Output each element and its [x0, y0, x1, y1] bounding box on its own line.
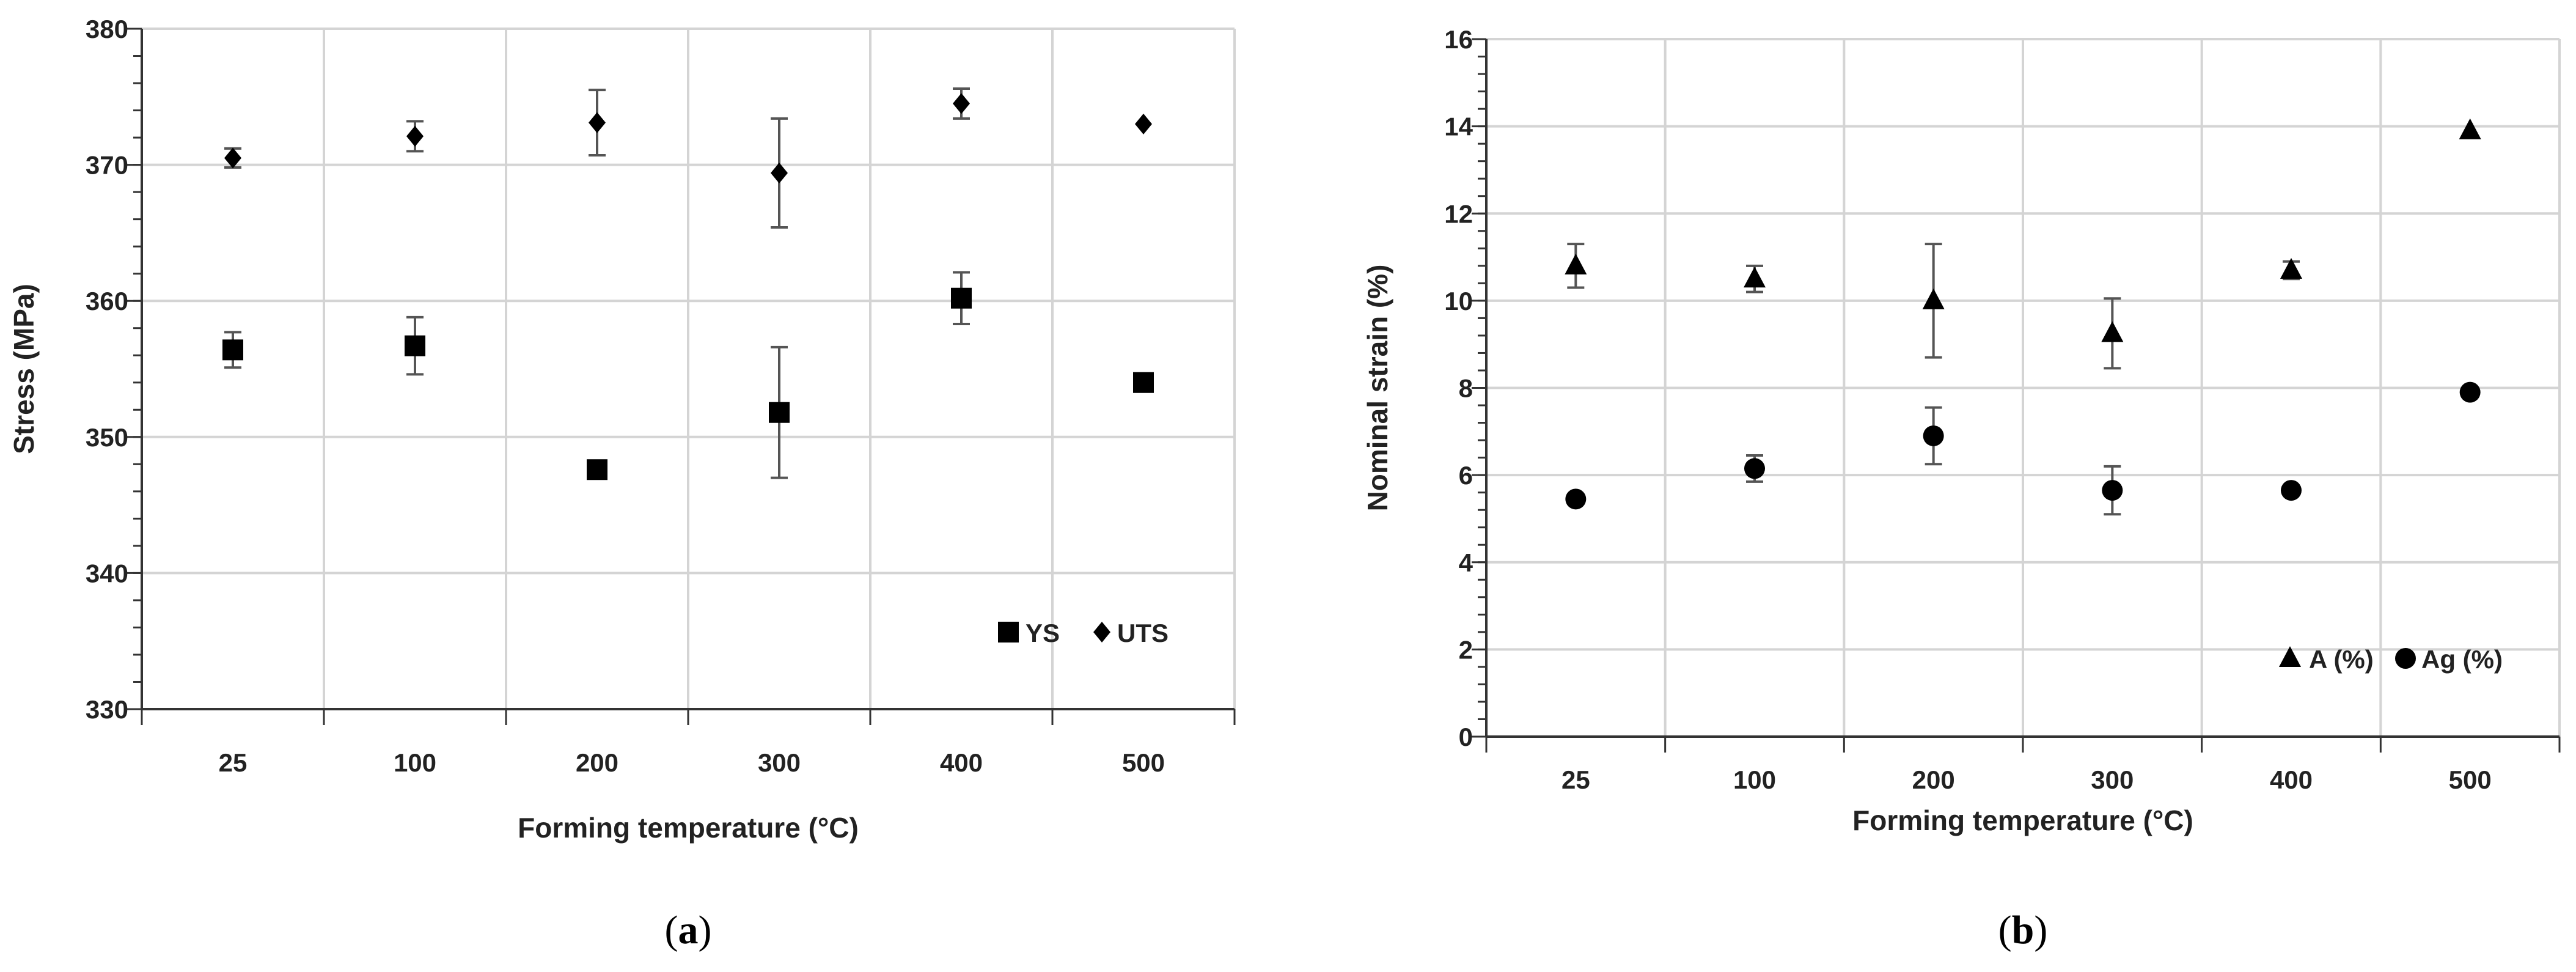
- data-point-triangle: [2280, 257, 2302, 279]
- x-tick-label: 25: [1561, 765, 1590, 794]
- panel-caption: (b): [1998, 908, 2048, 952]
- x-tick-label: 500: [2449, 765, 2492, 794]
- x-tick-label: 200: [576, 748, 618, 777]
- y-tick-label: 0: [1459, 723, 1473, 751]
- caption-open-paren: (: [665, 908, 678, 952]
- caption-close-paren: ): [2034, 908, 2047, 952]
- x-tick-label: 25: [219, 748, 248, 777]
- y-tick-label: 330: [86, 695, 128, 724]
- data-point-diamond: [771, 162, 788, 183]
- data-point-diamond: [406, 125, 424, 147]
- y-tick-label: 14: [1444, 112, 1473, 141]
- x-tick-label: 400: [940, 748, 983, 777]
- data-point-square: [587, 459, 607, 480]
- y-tick-label: 340: [86, 559, 128, 587]
- legend-label: A (%): [2309, 645, 2374, 674]
- panel-a-chart: 330 340 350 360 370 380 25 100 200 300 400 500 Stres…: [8, 15, 1236, 952]
- y-axis-title: Nominal strain (%): [1362, 265, 1393, 512]
- y-tick-label: 370: [86, 151, 128, 180]
- data-point-square: [405, 335, 425, 356]
- legend-label: YS: [1026, 619, 1060, 647]
- data-point-square: [1133, 372, 1154, 393]
- legend-label: Ag (%): [2421, 645, 2503, 674]
- panel-caption: (a): [665, 908, 712, 952]
- x-tick-label: 200: [1912, 765, 1955, 794]
- x-tick-label: 400: [2270, 765, 2313, 794]
- data-point-square: [222, 339, 243, 361]
- data-point-circle: [2281, 480, 2302, 501]
- y-tick-label: 6: [1459, 461, 1473, 490]
- legend-marker-square: [998, 622, 1019, 642]
- data-point-circle: [1565, 488, 1587, 510]
- y-tick-label: 380: [86, 15, 128, 43]
- data-point-triangle: [1744, 267, 1766, 288]
- x-tick-label: 100: [394, 748, 436, 777]
- y-tick-label: 10: [1444, 287, 1473, 315]
- data-point-circle: [1744, 458, 1765, 479]
- caption-letter: b: [2012, 908, 2035, 952]
- y-tick-label: 8: [1459, 374, 1473, 403]
- x-tick-label: 100: [1733, 765, 1776, 794]
- data-point-diamond: [1135, 113, 1152, 134]
- y-tick-label: 16: [1444, 25, 1473, 54]
- y-tick-label: 4: [1459, 548, 1473, 577]
- caption-close-paren: ): [699, 908, 712, 952]
- x-tick-label: 300: [758, 748, 801, 777]
- data-point-triangle: [1565, 253, 1587, 274]
- legend-marker-triangle: [2279, 646, 2301, 667]
- data-point-diamond: [953, 93, 970, 114]
- x-tick-label: 300: [2091, 765, 2134, 794]
- panel-b-chart: 0 2 4 6 8 10 12 14 16 25 100 200 300 400 500 Nominal st…: [1362, 25, 2561, 952]
- x-tick-label: 500: [1122, 748, 1165, 777]
- data-point-circle: [2459, 381, 2481, 403]
- caption-open-paren: (: [1998, 908, 2012, 952]
- y-tick-label: 2: [1459, 635, 1473, 664]
- data-point-circle: [1923, 425, 1944, 446]
- data-point-diamond: [224, 147, 241, 169]
- y-tick-label: 350: [86, 423, 128, 452]
- data-point-triangle: [1922, 288, 1945, 309]
- y-axis-title: Stress (MPa): [8, 284, 40, 454]
- y-tick-label: 12: [1444, 199, 1473, 228]
- data-point-square: [951, 287, 972, 309]
- data-point-triangle: [2459, 118, 2481, 139]
- data-point-square: [769, 402, 790, 423]
- data-point-diamond: [589, 112, 606, 133]
- caption-letter: a: [678, 908, 699, 952]
- legend-marker-diamond: [1093, 622, 1110, 642]
- data-point-circle: [2102, 480, 2123, 501]
- x-axis-title: Forming temperature (°C): [1852, 804, 2193, 836]
- x-axis-title: Forming temperature (°C): [518, 812, 859, 844]
- y-tick-label: 360: [86, 287, 128, 315]
- legend-marker-circle: [2395, 648, 2416, 669]
- legend-label: UTS: [1117, 619, 1169, 647]
- data-point-triangle: [2101, 321, 2124, 342]
